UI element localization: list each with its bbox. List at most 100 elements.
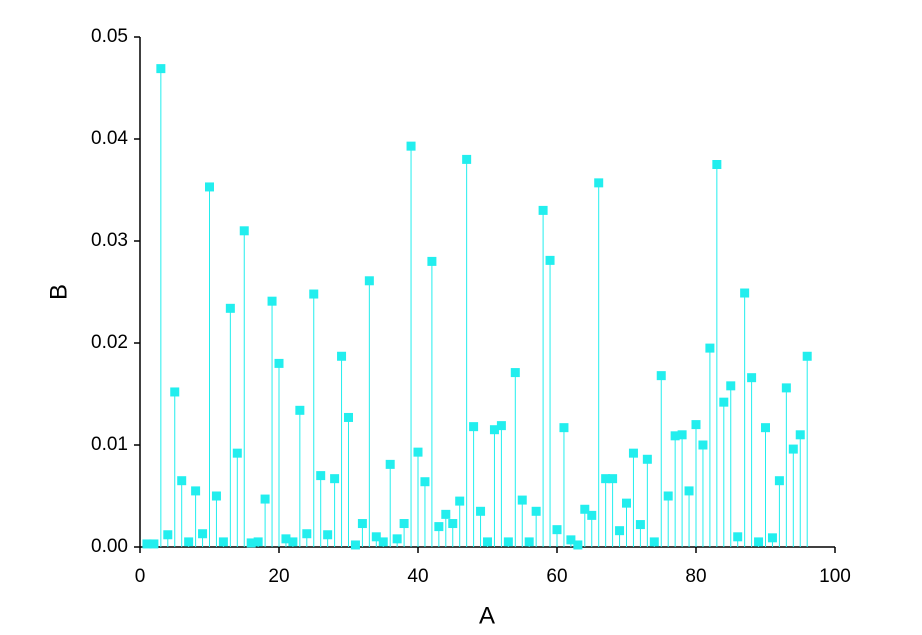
marker [628,448,638,458]
marker [309,289,319,299]
marker [566,535,576,545]
marker [371,532,381,542]
marker [302,529,312,539]
x-tick-label: 60 [546,566,567,587]
marker [149,539,159,549]
marker [510,368,520,378]
marker [392,534,402,544]
marker [205,182,214,192]
marker [413,447,423,457]
marker [239,226,249,236]
marker [795,430,805,440]
marker [316,471,326,481]
marker [295,405,305,415]
y-tick-label: 0.02 [91,332,128,353]
marker [802,351,812,361]
marker [781,383,791,393]
y-tick-label: 0.05 [91,26,128,47]
marker [698,440,708,450]
y-tick-label: 0.03 [91,230,128,251]
marker [635,520,645,530]
marker [246,538,256,548]
marker [177,476,187,486]
x-tick-label: 40 [407,566,428,587]
marker [622,498,631,508]
marker [587,510,597,520]
marker [163,530,173,540]
marker [211,491,221,501]
marker [364,276,374,286]
x-axis-title: A [479,602,495,629]
marker [170,387,180,397]
marker [733,532,743,542]
marker [288,537,298,547]
marker [719,397,729,407]
marker [531,506,541,516]
marker [517,495,527,505]
marker [406,141,416,151]
marker [218,537,228,547]
marker [594,178,604,188]
marker [462,154,472,164]
x-tick-label: 100 [819,566,851,587]
marker [580,504,590,514]
marker [191,486,201,496]
marker [788,444,798,454]
marker [198,529,208,539]
y-tick-label: 0.04 [91,128,128,149]
marker [656,371,666,381]
marker [337,351,347,361]
marker [705,343,715,353]
marker [225,303,235,313]
marker [434,522,444,532]
marker [524,537,534,547]
marker [156,64,166,74]
marker [489,425,499,435]
marker [253,537,263,547]
x-tick-label: 20 [268,566,289,587]
marker [378,537,388,547]
marker [350,540,360,550]
marker [357,519,367,529]
x-tick-label: 80 [685,566,706,587]
marker [642,454,652,464]
marker [455,496,465,506]
marker [469,422,479,432]
marker [538,205,548,215]
marker [747,373,757,383]
x-tick-label: 0 [135,566,146,587]
marker [385,459,395,469]
marker [232,448,242,458]
marker [573,540,583,550]
marker [684,486,694,496]
marker [615,526,625,536]
marker [754,537,764,547]
marker [559,423,569,433]
marker [761,423,770,433]
marker [712,160,722,169]
marker [677,430,687,440]
marker [344,412,353,422]
marker [448,519,458,529]
marker [608,474,618,484]
marker [670,431,680,441]
marker [740,288,750,298]
marker [691,420,701,430]
marker [552,525,562,535]
marker [281,534,291,544]
marker [184,537,194,547]
marker [420,477,430,487]
marker [142,539,152,549]
marker [483,537,492,547]
marker [503,537,513,547]
marker [726,381,736,391]
marker [267,296,277,306]
marker [767,533,777,543]
y-tick-label: 0.01 [91,434,128,455]
marker [545,255,555,265]
marker [323,530,333,540]
marker [330,474,340,484]
marker [663,491,673,501]
y-axis-title: B [45,284,72,300]
